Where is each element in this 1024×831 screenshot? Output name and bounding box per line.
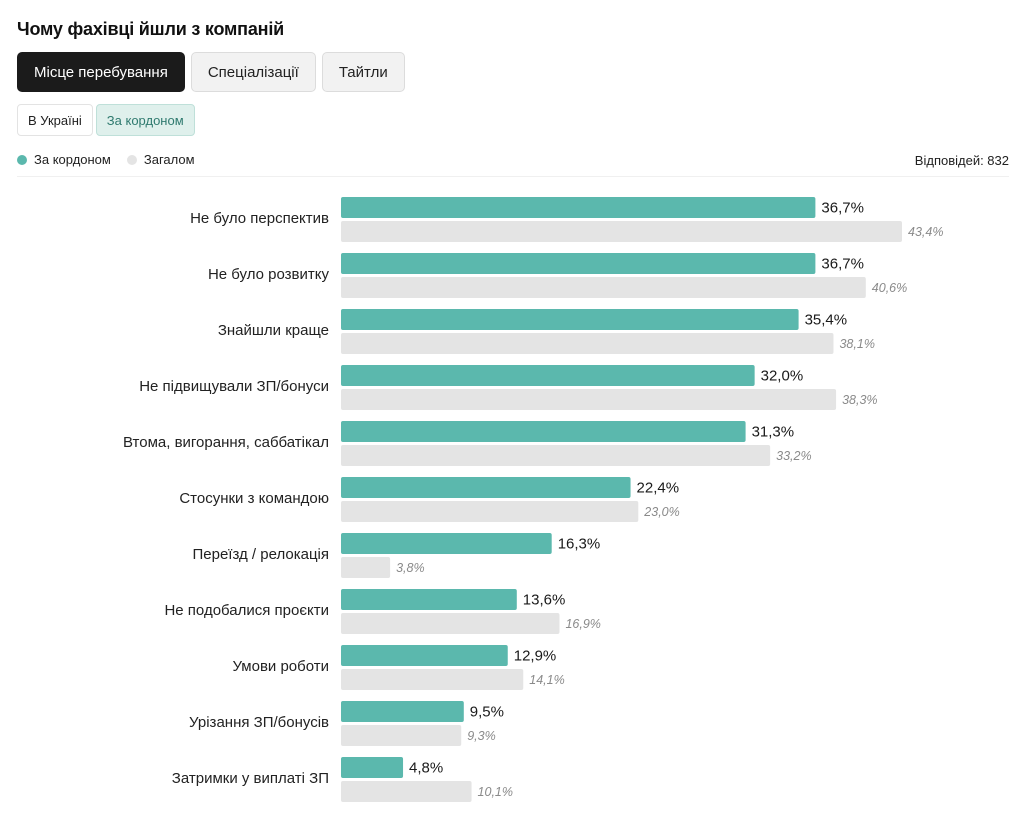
legend-dot-abroad [17,154,27,165]
category-label: Переїзд / релокація [192,546,329,563]
bar-abroad [341,365,755,386]
bar-overall [341,725,462,746]
category-label: Знайшли краще [218,322,329,339]
value-label-overall: 43,4% [908,225,943,239]
bar-abroad [341,757,404,778]
bar-overall [341,277,866,298]
tab-specializations[interactable]: Спеціалізації [190,52,316,92]
divider [17,176,1009,177]
chart-title: Чому фахівці йшли з компаній [17,19,284,39]
bar-abroad [341,197,816,218]
category-label: Не підвищували ЗП/бонуси [139,378,329,395]
subtab-in-ukraine[interactable]: В Україні [17,104,93,136]
subtab-abroad[interactable]: За кордоном [95,104,195,136]
value-label-abroad: 12,9% [514,648,557,665]
value-label-overall: 23,0% [643,505,679,519]
value-label-abroad: 31,3% [752,424,795,441]
category-label: Урізання ЗП/бонусів [189,714,329,731]
value-label-overall: 14,1% [529,673,564,687]
value-label-overall: 38,3% [842,393,877,407]
bar-overall [341,389,837,410]
tab-location[interactable]: Місце перебування [17,52,185,92]
bar-overall [341,557,391,578]
bar-abroad [341,645,508,666]
tab-bar: Місце перебування Спеціалізації Тайтли [17,52,405,92]
value-label-abroad: 4,8% [409,760,443,777]
responses-count: Відповідей: 832 [914,153,1009,168]
bar-overall [341,333,834,354]
bar-abroad [341,309,799,330]
category-label: Не подобалися проєкти [164,602,329,619]
value-label-abroad: 16,3% [558,536,601,553]
value-label-overall: 10,1% [478,785,513,799]
bar-overall [341,221,902,242]
subtab-bar: В Україні За кордоном [17,104,195,136]
legend: За кордоном Загалом [17,152,195,167]
bar-overall [341,445,771,466]
bar-abroad [341,701,464,722]
bar-abroad [341,533,552,554]
bar-abroad [341,589,517,610]
value-label-overall: 38,1% [839,337,874,351]
legend-label-overall: Загалом [143,152,195,167]
bar-abroad [341,253,816,274]
value-label-overall: 9,3% [467,729,496,743]
bar-overall [341,781,472,802]
value-label-abroad: 36,7% [821,256,864,273]
category-label: Стосунки з командою [179,490,329,507]
value-label-overall: 16,9% [565,617,600,631]
value-label-abroad: 32,0% [761,368,804,385]
value-label-abroad: 36,7% [821,200,864,217]
value-label-abroad: 13,6% [523,592,566,609]
bar-abroad [341,421,746,442]
value-label-abroad: 35,4% [805,312,848,329]
legend-dot-overall [126,154,137,165]
category-label: Втома, вигорання, саббатікал [123,434,329,451]
category-label: Не було розвитку [208,266,330,283]
legend-item-overall: Загалом [126,152,195,167]
value-label-overall: 3,8% [396,561,425,575]
bar-overall [341,669,524,690]
legend-label-abroad: За кордоном [34,152,111,167]
value-label-overall: 40,6% [872,281,907,295]
bar-overall [341,501,639,522]
value-label-abroad: 22,4% [637,480,680,497]
category-label: Не було перспектив [190,210,329,227]
category-label: Умови роботи [232,658,329,675]
bar-overall [341,613,560,634]
tab-titles[interactable]: Тайтли [321,52,405,92]
value-label-overall: 33,2% [776,449,811,463]
value-label-abroad: 9,5% [470,704,504,721]
legend-item-abroad: За кордоном [17,152,111,167]
category-label: Затримки у виплаті ЗП [172,770,329,787]
bar-abroad [341,477,631,498]
